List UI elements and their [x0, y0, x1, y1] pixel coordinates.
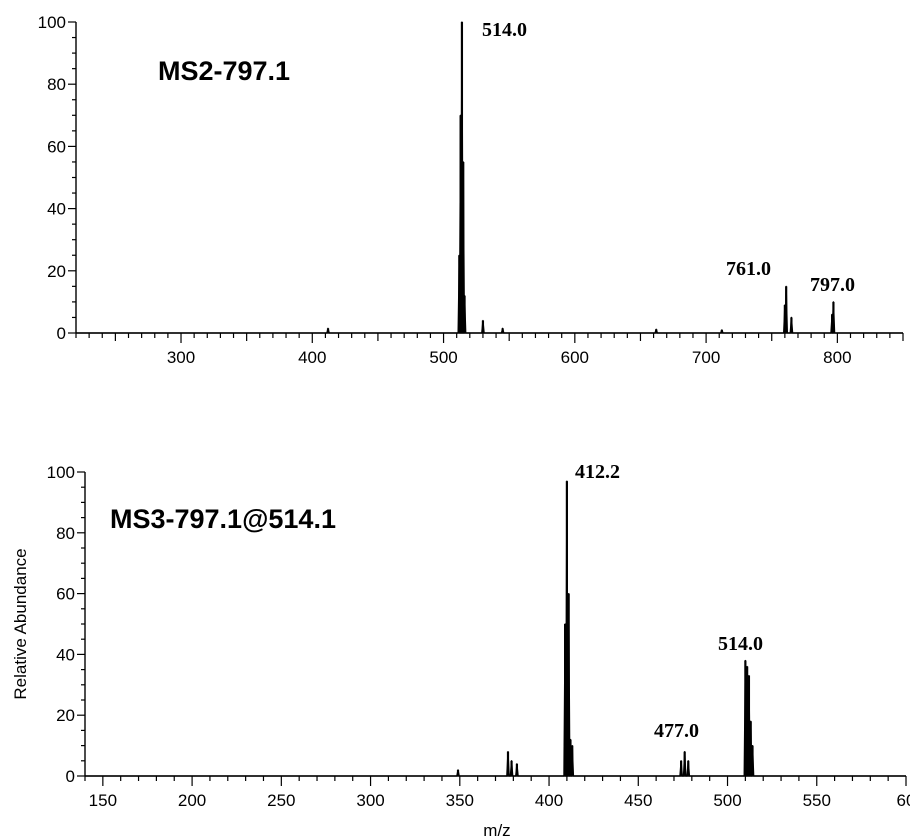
- ms2-x-ticks: 300 400 500 600 700 800: [75, 333, 904, 367]
- ms2-x-tick-label: 500: [429, 348, 457, 367]
- ms2-peak-label-797: 797.0: [810, 274, 855, 296]
- ms2-x-tick-label: 800: [823, 348, 851, 367]
- ms3-x-tick-label: 500: [713, 791, 741, 810]
- ms3-x-tick-label: 60: [897, 791, 910, 810]
- ms3-scan-title: MS3-797.1@514.1: [110, 504, 336, 534]
- ms3-y-tick-label: 0: [66, 767, 75, 786]
- ms3-peak-label-477: 477.0: [654, 720, 699, 742]
- ms2-y-tick-label: 40: [47, 200, 66, 219]
- ms3-y-tick-label: 40: [56, 645, 75, 664]
- ms3-x-axis-title: m/z: [483, 821, 510, 838]
- ms3-panel: 0 20 40 60 80 100 150 200 250 300 350 400 450 500 550…: [11, 461, 910, 838]
- ms2-y-tick-label: 0: [57, 324, 66, 343]
- ms3-x-ticks: 150 200 250 300 350 400 450 500 550 60: [84, 776, 910, 810]
- ms3-spectrum: [85, 480, 906, 777]
- ms3-x-tick-label: 400: [535, 791, 563, 810]
- ms2-y-tick-label: 60: [47, 137, 66, 156]
- ms2-spectrum: [76, 21, 903, 334]
- ms2-x-tick-label: 300: [167, 348, 195, 367]
- ms2-panel: 0 20 40 60 80 100 300 400 500 600 700 800 MS2-797.…: [38, 13, 904, 367]
- ms3-x-tick-label: 350: [446, 791, 474, 810]
- ms3-x-tick-label: 150: [89, 791, 117, 810]
- ms3-x-tick-label: 200: [178, 791, 206, 810]
- ms2-x-tick-label: 400: [298, 348, 326, 367]
- ms2-y-ticks: 0 20 40 60 80 100: [38, 13, 76, 343]
- ms2-x-tick-label: 700: [692, 348, 720, 367]
- ms2-y-tick-label: 100: [38, 13, 66, 32]
- ms3-x-tick-label: 550: [803, 791, 831, 810]
- ms2-peak-label-761: 761.0: [726, 258, 771, 280]
- ms3-peak-label-514: 514.0: [718, 633, 763, 655]
- ms3-y-tick-label: 100: [47, 463, 75, 482]
- ms2-x-tick-label: 600: [561, 348, 589, 367]
- ms2-peak-label-514: 514.0: [482, 19, 527, 41]
- ms3-y-tick-label: 20: [56, 706, 75, 725]
- ms3-y-tick-label: 80: [56, 524, 75, 543]
- ms3-x-tick-label: 250: [267, 791, 295, 810]
- ms3-y-tick-label: 60: [56, 585, 75, 604]
- ms2-y-tick-label: 20: [47, 262, 66, 281]
- ms3-y-ticks: 0 20 40 60 80 100: [47, 463, 85, 786]
- ms2-scan-title: MS2-797.1: [158, 56, 290, 86]
- ms3-x-tick-label: 300: [356, 791, 384, 810]
- ms3-peak-label-412: 412.2: [575, 461, 620, 483]
- ms3-x-tick-label: 450: [624, 791, 652, 810]
- ms3-y-axis-title: Relative Abundance: [11, 548, 30, 699]
- ms2-y-tick-label: 80: [47, 75, 66, 94]
